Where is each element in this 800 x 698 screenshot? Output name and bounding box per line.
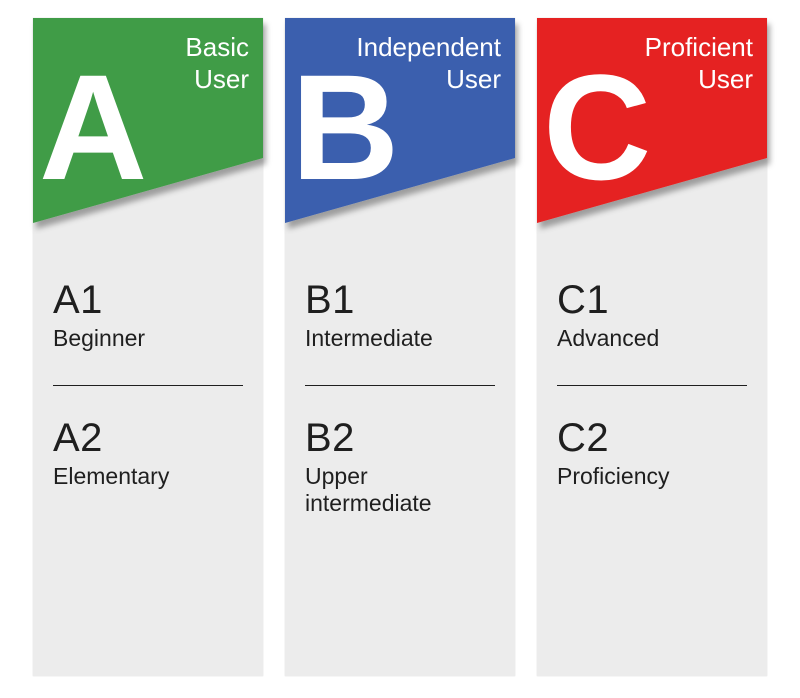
cefr-card-b: Independent UserBB1IntermediateB2Upper i… [285, 18, 515, 676]
card-body: C1Advanced C2Proficiency [537, 278, 767, 490]
level-name-a2: Elementary [53, 463, 243, 489]
level-code-a2: A2 [53, 416, 243, 461]
card-title: Proficient User [645, 32, 753, 95]
level-name-b2: Upper intermediate [305, 463, 495, 516]
level-name-b1: Intermediate [305, 325, 495, 351]
level-divider [557, 385, 747, 386]
cefr-card-a: Basic User A A1Beginner A2Elementary [33, 18, 263, 676]
level-code-c1: C1 [557, 278, 747, 323]
level-divider [53, 385, 243, 386]
card-letter: B [291, 52, 399, 202]
card-body: A1Beginner A2Elementary [33, 278, 263, 490]
level-code-b1: B1 [305, 278, 495, 323]
level-code-c2: C2 [557, 416, 747, 461]
cefr-card-c: Proficient UserC C1Advanced C2Proficiency [537, 18, 767, 676]
level-code-b2: B2 [305, 416, 495, 461]
level-name-c2: Proficiency [557, 463, 747, 489]
card-title: Basic User [185, 32, 249, 95]
level-code-a1: A1 [53, 278, 243, 323]
card-letter: A [39, 52, 147, 202]
level-name-a1: Beginner [53, 325, 243, 351]
level-name-c1: Advanced [557, 325, 747, 351]
card-body: B1Intermediate B2Upper intermediate [285, 278, 515, 516]
card-letter: C [543, 52, 651, 202]
level-divider [305, 385, 495, 386]
cefr-cards-row: Basic UserAA1BeginnerA2Elementary Indepe… [33, 18, 767, 676]
